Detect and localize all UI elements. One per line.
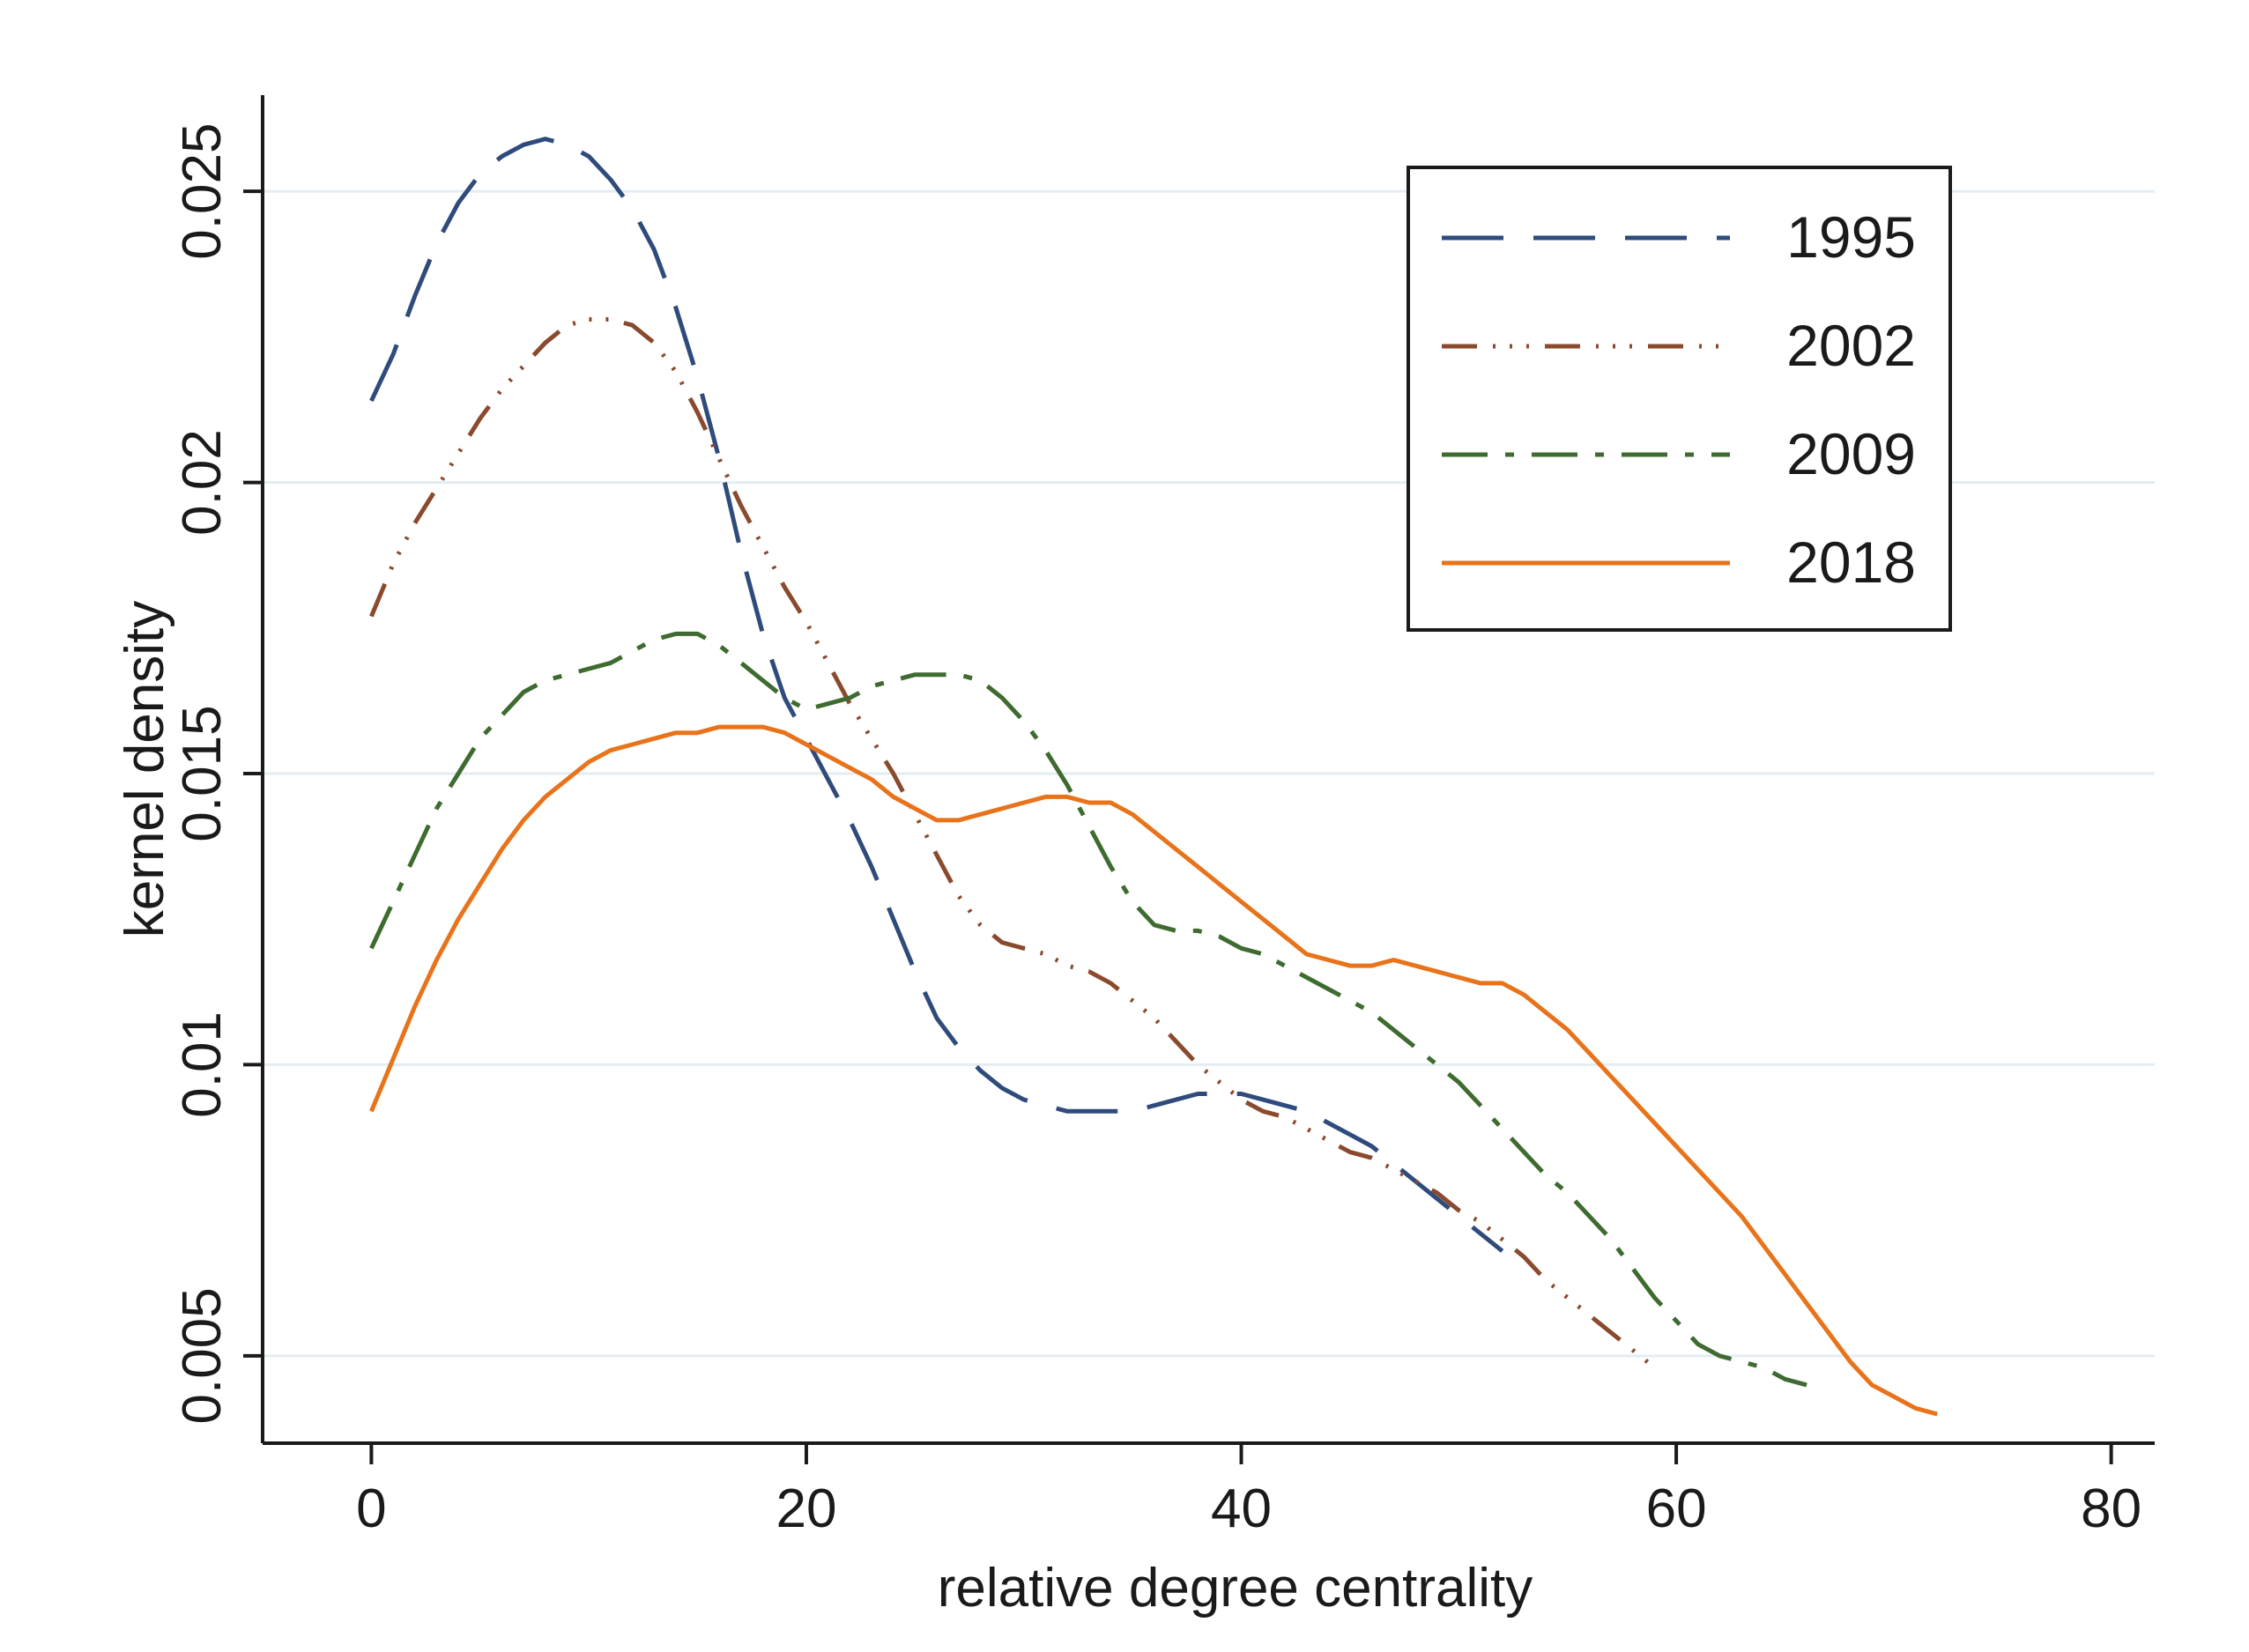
series-lines [369, 137, 1938, 1417]
legend: 1995 2002 2009 2018 [1407, 166, 1952, 632]
x-tick-label: 60 [1646, 1478, 1707, 1539]
legend-label-1995: 1995 [1786, 204, 1916, 270]
x-axis-ticks: 0 20 40 60 80 [356, 1443, 2141, 1539]
legend-label-2002: 2002 [1786, 313, 1916, 378]
series-line-2009 [369, 631, 1807, 1388]
legend-label-2018: 2018 [1786, 530, 1916, 595]
x-tick-label: 80 [2081, 1478, 2141, 1539]
series-line-2002 [369, 317, 1656, 1370]
y-axis-title: kernel density [115, 601, 175, 938]
x-tick-label: 40 [1211, 1478, 1272, 1539]
y-tick-label: 0.015 [172, 705, 233, 841]
y-axis-ticks: 0.005 0.01 0.015 0.02 0.025 [172, 123, 263, 1424]
legend-label-2009: 2009 [1786, 421, 1916, 486]
y-tick-label: 0.02 [172, 429, 233, 536]
x-axis-title: relative degree centrality [938, 1558, 1533, 1619]
y-tick-label: 0.005 [172, 1287, 233, 1424]
y-tick-label: 0.01 [172, 1011, 233, 1118]
axes [261, 95, 2155, 1445]
y-tick-label: 0.025 [172, 123, 233, 260]
grid-lines [263, 189, 2155, 1358]
series-line-2018 [369, 724, 1938, 1417]
legend-box [1407, 166, 1952, 632]
series-line-1995 [369, 137, 1504, 1253]
x-tick-label: 0 [356, 1478, 386, 1539]
x-tick-label: 20 [776, 1478, 836, 1539]
